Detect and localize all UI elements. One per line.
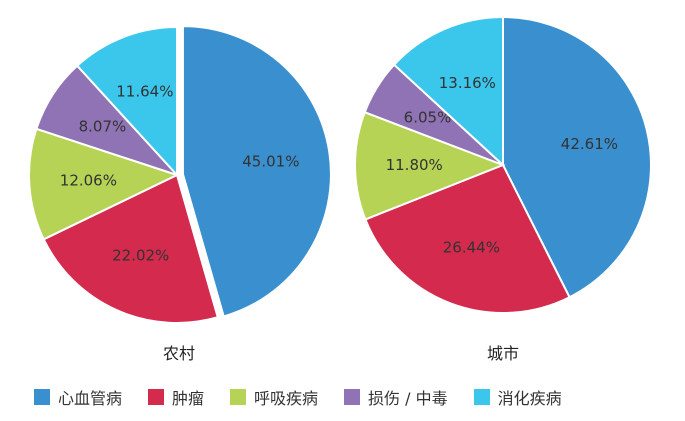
pie-slice-urban-digestive — [392, 15, 504, 168]
pie-label-rural-cardiovascular: 45.01% — [242, 152, 299, 170]
legend-swatch-tumor — [148, 389, 165, 405]
legend-label-tumor: 肿瘤 — [172, 389, 205, 408]
legend-item-digestive: 消化疾病 — [473, 385, 562, 409]
pie-label-urban-injury: 6.05% — [404, 109, 452, 127]
pie-slice-rural-digestive — [75, 25, 178, 178]
pie-chart-urban: 42.61% 26.44% 11.80% 6.05% 13.16% — [354, 15, 652, 314]
legend-swatch-injury — [344, 389, 361, 405]
pie-label-rural-digestive: 11.64% — [116, 83, 173, 101]
legend-item-injury: 损伤 / 中毒 — [344, 385, 448, 409]
pie-slice-urban-tumor — [364, 163, 571, 314]
pie-slice-rural-tumor — [42, 173, 220, 324]
pie-slice-rural-respiratory — [28, 127, 180, 241]
legend-swatch-cardiovascular — [34, 389, 50, 405]
chart-title-urban: 城市 — [486, 344, 519, 363]
legend-item-tumor: 肿瘤 — [148, 385, 204, 409]
legend-item-cardiovascular: 心血管病 — [34, 385, 122, 409]
pie-label-urban-digestive: 13.16% — [439, 74, 496, 92]
pie-label-rural-respiratory: 12.06% — [60, 171, 117, 189]
pie-slice-urban-respiratory — [354, 110, 506, 221]
pie-label-urban-cardiovascular: 42.61% — [561, 135, 618, 153]
legend-label-respiratory: 呼吸疾病 — [254, 389, 319, 408]
pie-label-urban-respiratory: 11.80% — [386, 156, 443, 174]
pie-label-rural-injury: 8.07% — [79, 117, 127, 135]
legend: 心血管病 肿瘤 呼吸疾病 损伤 / 中毒 消化疾病 — [34, 384, 674, 410]
legend-item-respiratory: 呼吸疾病 — [230, 385, 318, 409]
legend-label-injury: 损伤 / 中毒 — [368, 389, 448, 408]
legend-label-cardiovascular: 心血管病 — [58, 389, 123, 408]
legend-label-digestive: 消化疾病 — [497, 389, 562, 408]
legend-swatch-digestive — [473, 389, 490, 405]
pie-chart-rural: 45.01% 22.02% 12.06% 8.07% 11.64% — [28, 25, 332, 324]
pie-label-urban-tumor: 26.44% — [443, 238, 500, 256]
pie-label-rural-tumor: 22.02% — [112, 247, 169, 265]
pie-slice-rural-cardiovascular — [181, 25, 332, 318]
chart-title-rural: 农村 — [162, 344, 195, 363]
pie-slice-urban-cardiovascular — [502, 15, 652, 299]
legend-swatch-respiratory — [230, 389, 247, 405]
